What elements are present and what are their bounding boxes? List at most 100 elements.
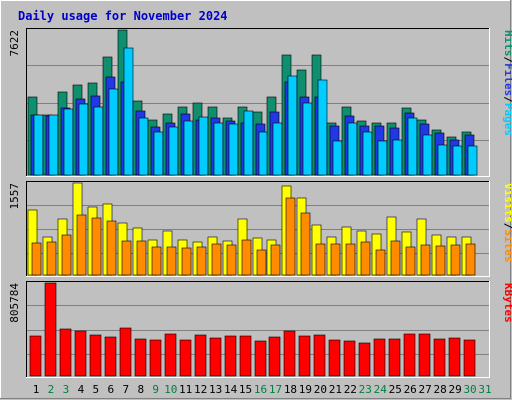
bar-kbytes-day-7	[119, 327, 132, 377]
legend-kbytes: KBytes	[502, 283, 512, 323]
bar-kbytes-day-13	[209, 337, 222, 377]
bar-kbytes-day-23	[358, 342, 371, 377]
panel-visits: 1557 Visits/Sites	[8, 181, 512, 277]
legend-visits: Visits/Sites	[502, 183, 512, 263]
axis-max-hits: 7622	[8, 30, 21, 57]
day-label-12: 12	[194, 383, 207, 396]
bar-kbytes-day-22	[343, 340, 356, 377]
bar-pages-day-11	[183, 120, 194, 176]
chart-title: Daily usage for November 2024	[18, 9, 228, 23]
bar-sites-day-27	[420, 244, 431, 276]
bar-kbytes-day-28	[433, 338, 446, 377]
bar-sites-day-7	[121, 240, 132, 276]
bar-pages-day-4	[78, 103, 89, 176]
chart-panels: 7622Hits/Files/Pages1557Visits/Sites8057…	[8, 28, 512, 378]
bar-pages-day-10	[168, 126, 179, 176]
bar-sites-day-30	[465, 243, 476, 276]
axis-max-kbytes: 805784	[8, 283, 21, 323]
day-label-5: 5	[93, 383, 100, 396]
bar-sites-day-29	[450, 244, 461, 276]
bar-kbytes-day-18	[283, 330, 296, 377]
bar-pages-day-19	[302, 102, 313, 176]
bar-pages-day-29	[452, 145, 463, 176]
day-label-8: 8	[137, 383, 144, 396]
bar-pages-day-22	[347, 122, 358, 176]
legend-item-visits: Visits	[502, 183, 512, 223]
day-label-7: 7	[122, 383, 129, 396]
bar-kbytes-day-30	[463, 339, 476, 377]
bar-kbytes-day-20	[313, 334, 326, 377]
day-label-31: 31	[478, 383, 491, 396]
bar-sites-day-18	[285, 197, 296, 276]
bar-sites-day-2	[46, 241, 57, 276]
day-label-10: 10	[164, 383, 177, 396]
bar-pages-day-15	[243, 110, 254, 176]
bar-pages-day-18	[287, 75, 298, 176]
bar-kbytes-day-21	[328, 339, 341, 377]
bar-sites-day-24	[375, 249, 386, 276]
day-label-20: 20	[314, 383, 327, 396]
bar-sites-day-10	[166, 246, 177, 276]
bar-kbytes-day-8	[134, 338, 147, 377]
bar-kbytes-day-9	[149, 339, 162, 377]
day-label-19: 19	[299, 383, 312, 396]
bar-pages-day-9	[153, 131, 164, 176]
day-label-28: 28	[434, 383, 447, 396]
bar-kbytes-day-25	[388, 338, 401, 377]
bar-kbytes-day-1	[29, 335, 42, 377]
bar-sites-day-1	[31, 242, 42, 276]
day-label-6: 6	[108, 383, 115, 396]
day-label-21: 21	[329, 383, 342, 396]
legend-hits: Hits/Files/Pages	[502, 30, 512, 136]
bar-pages-day-27	[422, 134, 433, 176]
bar-kbytes-day-5	[89, 334, 102, 377]
bar-kbytes-day-24	[373, 338, 386, 377]
bar-kbytes-day-11	[179, 339, 192, 377]
bar-sites-day-12	[196, 246, 207, 276]
bar-sites-day-21	[330, 243, 341, 276]
day-label-22: 22	[344, 383, 357, 396]
bar-pages-day-3	[63, 108, 74, 176]
legend-item-sites: Sites	[502, 229, 512, 262]
bar-sites-day-6	[106, 220, 117, 276]
bar-kbytes-day-19	[298, 335, 311, 377]
bar-kbytes-day-15	[239, 335, 252, 377]
bar-sites-day-4	[76, 214, 87, 276]
day-labels: 1 2 3 4 5 6 7 8 9 10 11 12 13 14 15 16 17 18 19 20 21 22 23 24 2…	[33, 383, 492, 396]
day-label-14: 14	[224, 383, 238, 396]
day-label-13: 13	[209, 383, 222, 396]
bar-kbytes-day-29	[448, 337, 461, 377]
bar-sites-day-15	[241, 239, 252, 276]
legend-separator: /	[502, 57, 512, 64]
bar-pages-day-14	[228, 123, 239, 176]
bar-kbytes-day-27	[418, 333, 431, 377]
legend-separator: /	[502, 96, 512, 103]
bar-pages-day-24	[377, 140, 388, 176]
bar-pages-day-6	[108, 88, 119, 176]
legend-item-kbytes: KBytes	[502, 283, 512, 323]
legend-item-hits: Hits	[502, 30, 512, 57]
bar-sites-day-14	[226, 244, 237, 276]
bar-kbytes-day-14	[224, 335, 237, 377]
bar-sites-day-5	[91, 217, 102, 276]
day-label-30: 30	[463, 383, 476, 396]
day-label-25: 25	[389, 383, 402, 396]
day-label-9: 9	[152, 383, 159, 396]
day-label-27: 27	[419, 383, 432, 396]
bar-pages-day-8	[138, 117, 149, 176]
panel-kbytes: 805784 KBytes	[8, 281, 512, 378]
bar-pages-day-5	[93, 106, 104, 176]
bar-sites-day-23	[360, 241, 371, 276]
bar-pages-day-1	[33, 114, 44, 176]
bar-sites-day-19	[300, 212, 311, 276]
day-label-23: 23	[359, 383, 372, 396]
bar-kbytes-day-3	[59, 328, 72, 377]
axis-max-visits: 1557	[8, 183, 21, 210]
bar-pages-day-7	[123, 47, 134, 176]
day-label-29: 29	[448, 383, 461, 396]
bar-sites-day-3	[61, 234, 72, 276]
bar-sites-day-8	[136, 240, 147, 276]
bar-pages-day-21	[332, 140, 343, 176]
bar-pages-day-12	[198, 116, 209, 176]
